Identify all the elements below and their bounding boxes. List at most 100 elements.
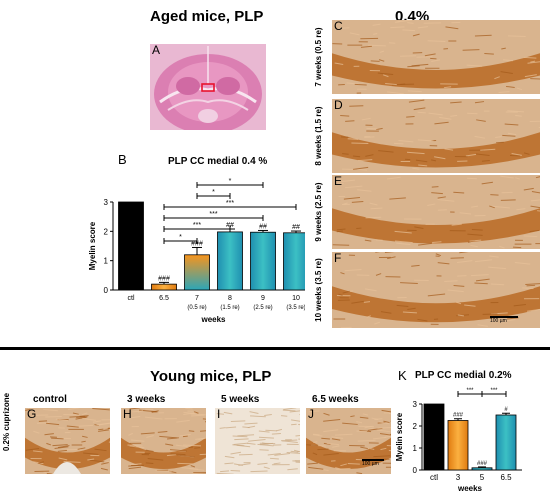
fiber-streak [360, 446, 368, 450]
fiber-streak [500, 71, 513, 74]
fiber-streak [271, 432, 281, 435]
fiber-streak [414, 226, 424, 229]
fiber-streak [474, 34, 492, 37]
fiber-streak [347, 463, 360, 465]
fiber-streak [188, 430, 195, 432]
fiber-streak [398, 139, 414, 143]
fiber-streak [216, 472, 234, 474]
fiber-streak [291, 419, 300, 422]
fiber-streak [194, 411, 199, 414]
fiber-streak [400, 282, 418, 284]
fiber-streak [424, 53, 436, 57]
fiber-streak [224, 462, 234, 465]
panel-letter-d: D [334, 99, 343, 112]
fiber-streak [342, 422, 358, 425]
fiber-streak [167, 437, 179, 440]
ventricle-opening [53, 462, 81, 474]
panel-letter-a: A [152, 43, 161, 57]
fiber-streak [373, 33, 378, 35]
fiber-streak [157, 431, 168, 433]
aged-timepoint-label: 9 weeks (2.5 re) [314, 182, 323, 242]
significance-label: * [229, 178, 232, 185]
fiber-streak [374, 321, 381, 325]
fiber-streak [368, 427, 374, 430]
fiber-streak [439, 116, 452, 120]
fiber-streak [313, 441, 318, 443]
fiber-streak [72, 412, 79, 415]
fiber-streak [82, 435, 88, 438]
fiber-streak [466, 64, 483, 67]
panel-letter-h: H [123, 408, 132, 421]
fiber-streak [477, 324, 488, 327]
fiber-streak [248, 438, 266, 442]
y-tick-label: 2 [104, 227, 109, 236]
x-tick-sublabel: (3.5 re) [286, 305, 305, 311]
fiber-streak [312, 452, 318, 456]
fiber-streak [427, 203, 436, 206]
scalebar-young-label: 100 µm [362, 461, 379, 467]
scalebar-aged: 100 µm [490, 316, 518, 324]
fiber-streak [166, 454, 177, 457]
fiber-streak [321, 437, 330, 440]
fiber-streak [363, 301, 371, 303]
fiber-streak [474, 282, 488, 285]
panel-letter-e: E [334, 175, 343, 188]
x-tick-label: 6.5 [159, 295, 169, 302]
young-timepoint-label: 6.5 weeks [312, 394, 359, 405]
y-tick-label: 1 [104, 257, 109, 266]
fiber-streak [145, 462, 154, 465]
fiber-streak [459, 252, 469, 254]
chart-k: 0 1 2 3 Myelin score ctl ### 3 ### 5 #6.5 weeks *** *… [395, 388, 522, 493]
fiber-streak [502, 134, 516, 137]
fiber-streak [331, 438, 341, 441]
fiber-streak [83, 452, 99, 455]
x-tick-sublabel: (2.5 re) [253, 305, 272, 311]
panel-letter-g: G [27, 408, 37, 421]
fiber-streak [82, 417, 96, 421]
fiber-streak [530, 78, 540, 80]
fiber-streak [344, 185, 363, 189]
fiber-streak [522, 287, 534, 289]
fiber-streak [373, 455, 391, 458]
bar-annotation: ### [477, 461, 488, 467]
fiber-streak [387, 91, 404, 94]
fiber-streak [323, 452, 339, 456]
fiber-streak [188, 446, 194, 449]
fiber-streak [386, 444, 391, 447]
fiber-streak [263, 466, 270, 470]
fiber-streak [389, 197, 406, 200]
fiber-streak [233, 442, 249, 445]
fiber-streak [402, 311, 417, 314]
fiber-streak [103, 427, 110, 430]
fiber-streak [475, 153, 490, 156]
fiber-streak [334, 62, 344, 66]
fiber-streak [523, 152, 530, 155]
fiber-streak [385, 82, 397, 86]
panel-k-title: PLP CC medial 0.2% [415, 370, 512, 381]
young-timepoint-label: 3 weeks [127, 394, 166, 405]
fiber-streak [77, 447, 86, 450]
fiber-streak [306, 444, 319, 447]
fiber-streak [372, 23, 381, 26]
fiber-streak [384, 435, 391, 438]
fiber-streak [431, 192, 443, 195]
fiber-streak [471, 229, 483, 231]
fiber-streak [427, 293, 446, 297]
fiber-streak [236, 444, 251, 448]
young-timepoint-label: control [33, 394, 67, 405]
fiber-streak [453, 191, 465, 194]
fiber-streak [129, 463, 142, 466]
y-axis-label: Myelin score [88, 221, 97, 270]
fiber-streak [501, 47, 506, 50]
fiber-streak [374, 418, 383, 421]
fiber-streak [57, 445, 70, 449]
fiber-streak [57, 449, 68, 452]
fiber-streak [334, 433, 353, 436]
x-tick-label: 10 [292, 295, 300, 302]
bar [495, 414, 517, 471]
fiber-streak [81, 440, 86, 443]
micrograph-f: F [332, 252, 540, 328]
micrograph-j: J [306, 408, 391, 474]
fiber-streak [46, 422, 60, 426]
fiber-streak [531, 191, 540, 194]
